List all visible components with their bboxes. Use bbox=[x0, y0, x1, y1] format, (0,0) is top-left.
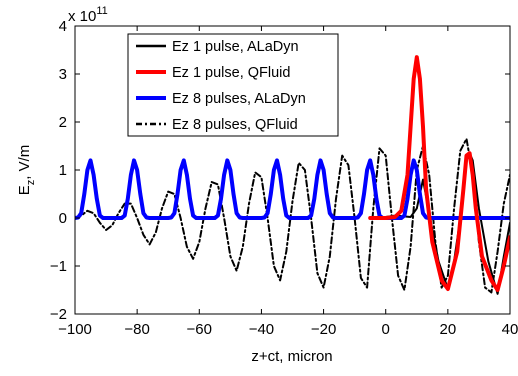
legend: Ez 1 pulse, ALaDyn Ez 1 pulse, QFluid Ez… bbox=[127, 33, 339, 137]
x-tick-label-1: −80 bbox=[124, 321, 149, 338]
legend-label-0: Ez 1 pulse, ALaDyn bbox=[172, 39, 299, 55]
legend-entry-0: Ez 1 pulse, ALaDyn bbox=[136, 39, 299, 55]
series-line-2 bbox=[75, 158, 510, 220]
x-tick-label-0: −100 bbox=[58, 321, 92, 338]
ticks-layer: −100 −80 −60 −40 −20 0 20 40 −2 −1 0 1 2 3 4 bbox=[50, 18, 518, 338]
y-tick-label-1: −1 bbox=[50, 258, 67, 275]
y-tick-label-4: 2 bbox=[59, 114, 67, 131]
y-tick-label-0: −2 bbox=[50, 306, 67, 323]
legend-box bbox=[127, 33, 339, 137]
x-tick-label-6: 20 bbox=[440, 321, 457, 338]
legend-label-2: Ez 8 pulses, ALaDyn bbox=[172, 91, 306, 107]
series-layer bbox=[75, 55, 510, 295]
y-tick-label-3: 1 bbox=[59, 162, 67, 179]
y-tick-label-5: 3 bbox=[59, 66, 67, 83]
y-tick-label-2: 0 bbox=[59, 210, 67, 227]
legend-entry-2: Ez 8 pulses, ALaDyn bbox=[136, 91, 306, 107]
y-tick-label-6: 4 bbox=[59, 18, 67, 35]
series-line-1 bbox=[368, 55, 510, 292]
legend-label-3: Ez 8 pulses, QFluid bbox=[172, 117, 298, 133]
legend-label-1: Ez 1 pulse, QFluid bbox=[172, 65, 290, 81]
x-tick-label-7: 40 bbox=[502, 321, 518, 338]
legend-entry-1: Ez 1 pulse, QFluid bbox=[136, 65, 290, 81]
y-axis-label: Ez, V/m bbox=[16, 145, 37, 196]
x-axis-label: z+ct, micron bbox=[251, 348, 332, 365]
y-axis-label-main: E bbox=[16, 185, 33, 195]
y-axis-label-rest: , V/m bbox=[16, 145, 33, 180]
x-tick-label-5: 0 bbox=[382, 321, 390, 338]
series-line-3 bbox=[75, 137, 510, 294]
y-axis-label-sub: z bbox=[25, 180, 37, 186]
x-tick-label-3: −40 bbox=[249, 321, 274, 338]
y-multiplier: x 1011 bbox=[68, 5, 108, 25]
y-multiplier-exponent: 11 bbox=[96, 5, 107, 17]
x-tick-label-4: −20 bbox=[311, 321, 336, 338]
x-tick-label-2: −60 bbox=[187, 321, 212, 338]
y-multiplier-base: x 10 bbox=[68, 8, 96, 25]
legend-entry-3: Ez 8 pulses, QFluid bbox=[136, 117, 298, 133]
